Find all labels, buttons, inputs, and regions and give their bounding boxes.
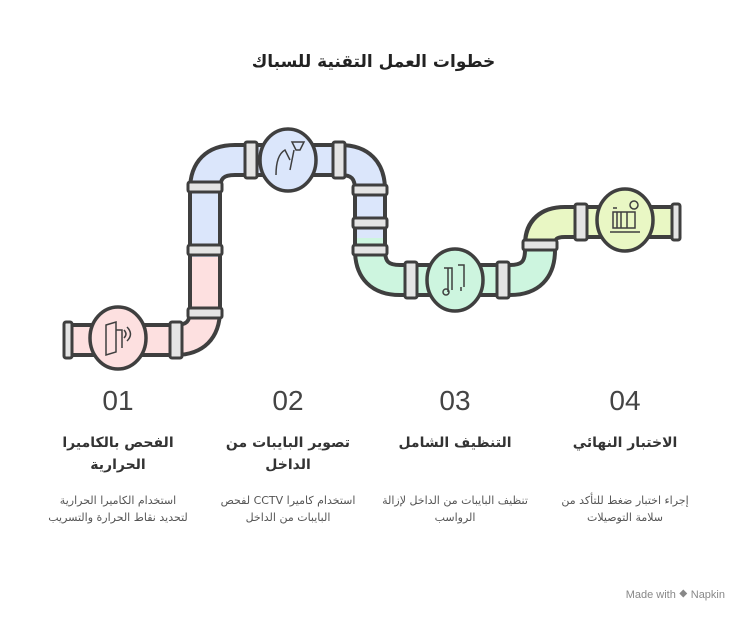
- pipe-couplings: [62, 140, 682, 360]
- step-description: استخدام كاميرا CCTV لفحص البايبات من الد…: [220, 494, 356, 524]
- page-title: خطوات العمل التقنية للسباك: [251, 52, 496, 72]
- step-description: إجراء اختبار ضغط للتأكد من سلامة التوصيل…: [561, 494, 689, 524]
- step-number: 01: [102, 385, 134, 416]
- step-number: 04: [609, 385, 641, 416]
- pressure-gauge-icon: [595, 187, 655, 253]
- step-description: تنظيف البايبات من الداخل لإزالة الرواسب: [382, 494, 528, 524]
- napkin-watermark: Made with ⯁ Napkin: [625, 589, 725, 601]
- step-title: الفحص بالكاميرا الحرارية: [62, 435, 174, 473]
- step-number: 02: [272, 385, 304, 416]
- cctv-camera-icon: [258, 127, 318, 193]
- thermal-camera-icon: [88, 305, 148, 371]
- step-title: الاختبار النهائي: [572, 435, 678, 451]
- pressure-washer-icon: [425, 247, 485, 313]
- step-title: التنظيف الشامل: [398, 435, 512, 451]
- step-title: تصوير البايبات من الداخل: [225, 435, 351, 473]
- step-number: 03: [439, 385, 471, 416]
- step-description: استخدام الكاميرا الحرارية لتحديد نقاط ال…: [48, 494, 188, 524]
